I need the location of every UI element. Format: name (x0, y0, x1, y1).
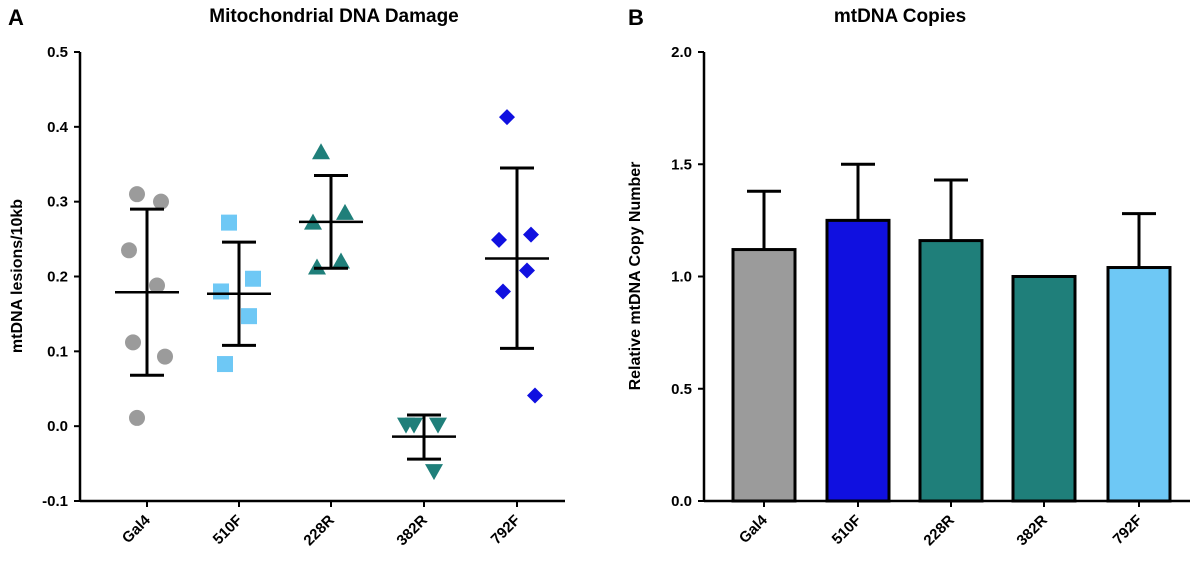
panel-a-data-point (312, 143, 330, 160)
panel-a-data-point (245, 270, 261, 287)
panel-a-data-point (213, 283, 229, 300)
panel-b-x-tick-label: 792F (1110, 512, 1146, 548)
panel-a-data-point (397, 417, 415, 434)
panel-a-x-tick-label: 792F (488, 512, 524, 548)
panel-b-x-tick-label: 382R (1013, 512, 1050, 549)
panel-a-data-point (121, 242, 137, 259)
panel-b-y-tick-label: 1.0 (671, 269, 692, 286)
panel-b-plot: 0.0 0.5 1.0 1.5 2.0 Gal4 510F 228R 382R 792F (671, 44, 1190, 549)
panel-a-data-point (153, 193, 169, 210)
panel-b-bar (1011, 275, 1077, 503)
panel-a-data-point (308, 258, 326, 275)
panel-a-x-tick-label: 510F (210, 512, 246, 548)
panel-a-data-point (129, 186, 145, 203)
panel-a-y-tick-label: -0.1 (42, 493, 68, 510)
panel-a-letter: A (8, 5, 24, 30)
panel-a-data-point (499, 109, 515, 126)
panel-b-bar (825, 218, 891, 503)
panel-a-data-point (157, 348, 173, 365)
panel-b-y-tick-label: 2.0 (671, 44, 692, 61)
panel-a-y-tick-label: 0.3 (47, 194, 68, 211)
panel-b-letter: B (628, 5, 644, 30)
panel-b-x-tick-label: 228R (920, 512, 957, 549)
panel-a-y-tick-label: 0.4 (47, 119, 69, 136)
panel-a-data-point (332, 252, 350, 269)
panel-a-data-point (129, 409, 145, 426)
panel-b-bar (918, 239, 984, 503)
panel-b-x-tick-label: Gal4 (736, 511, 771, 546)
panel-a-data-point (425, 464, 443, 481)
panel-a-y-axis-label: mtDNA lesions/10kb (9, 199, 26, 353)
panel-b-y-tick-label: 1.5 (671, 156, 692, 173)
panel-a-data-point (336, 203, 354, 220)
panel-b-y-tick-label: 0.5 (671, 381, 692, 398)
panel-b-title: mtDNA Copies (834, 6, 966, 27)
panel-a-data-point (495, 283, 511, 300)
panel-a-data-point (491, 231, 507, 248)
panel-a-plot: -0.1 0.0 0.1 0.2 0.3 0.4 0.5 Gal4 510F 228R 382R 79… (42, 44, 565, 549)
panel-a-x-tick-label: 228R (300, 512, 337, 549)
panel-a-y-tick-label: 0.5 (47, 44, 68, 61)
panel-a-data-point (149, 277, 165, 294)
panel-a-x-tick-label: Gal4 (119, 511, 154, 546)
panel-b-bar (1106, 266, 1172, 503)
panel-a-y-tick-label: 0.0 (47, 418, 68, 435)
panel-a-data-point (523, 226, 539, 243)
panel-a-data-point (519, 262, 535, 279)
panel-b-y-tick-label: 0.0 (671, 493, 692, 510)
panel-a-data-point (217, 356, 233, 373)
panel-a-data-point (241, 308, 257, 325)
panel-a-data-point (527, 387, 543, 404)
panel-b-y-axis-label: Relative mtDNA Copy Number (627, 162, 644, 391)
panel-b-bar (731, 248, 797, 503)
panel-a-y-tick-label: 0.1 (47, 343, 68, 360)
panel-a-x-tick-label: 382R (393, 512, 430, 549)
panel-a-data-point (429, 417, 447, 434)
panel-a-y-tick-label: 0.2 (47, 269, 68, 286)
panel-b-x-tick-label: 510F (829, 512, 865, 548)
panel-a-data-point (125, 334, 141, 351)
panel-a-data-point (221, 214, 237, 231)
panel-a-title: Mitochondrial DNA Damage (209, 6, 459, 27)
